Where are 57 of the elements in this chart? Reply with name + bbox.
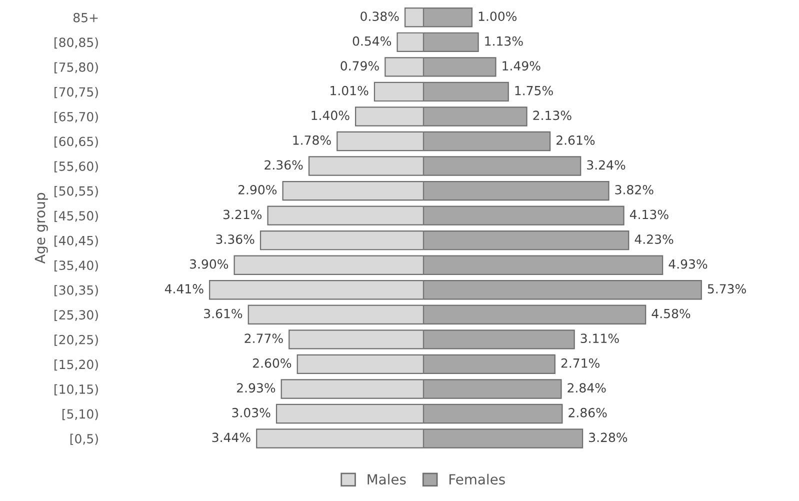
y-tick-label: [15,20) (54, 359, 98, 371)
data-label: 5.73% (708, 284, 746, 294)
data-label: 2.93% (237, 383, 276, 393)
y-tick-label: [55,60) (54, 161, 98, 172)
y-tick-label: [75,80) (54, 62, 98, 74)
y-tick-label: [70,75) (54, 86, 98, 98)
data-label: 4.13% (630, 210, 668, 220)
y-tick-label: [45,50) (54, 210, 98, 222)
data-label: 1.40% (312, 110, 350, 120)
data-label: 4.58% (652, 308, 690, 318)
data-label: 2.36% (264, 160, 303, 170)
data-label: 2.61% (556, 135, 595, 145)
y-tick-label: 85+ (73, 12, 98, 22)
legend-label: Males (368, 474, 406, 485)
legend-label: Females (450, 474, 505, 485)
data-label: 1.00% (478, 12, 517, 22)
data-label: 3.36% (216, 234, 254, 244)
data-label: 0.79% (340, 61, 379, 71)
data-label: 3.90% (190, 259, 228, 269)
data-label: 3.11% (580, 334, 619, 344)
data-label: 1.13% (485, 36, 523, 46)
data-label: 2.13% (533, 110, 572, 120)
data-label: 1.78% (293, 135, 331, 145)
y-tick-label: [30,35) (54, 285, 98, 296)
data-label: 1.75% (515, 86, 553, 96)
data-label: 3.44% (212, 432, 250, 442)
y-tick-label: [5,10) (62, 408, 98, 420)
data-label: 2.90% (238, 184, 277, 194)
y-tick-label: [80,85) (54, 37, 98, 49)
y-tick-label: [60,65) (54, 136, 98, 148)
y-tick-label: [20,25) (54, 334, 98, 346)
data-label: 4.93% (668, 259, 708, 269)
data-label: 1.01% (330, 86, 368, 96)
data-label: 3.82% (615, 184, 654, 194)
data-label: 3.61% (204, 308, 242, 318)
data-label: 4.41% (164, 284, 204, 294)
data-label: 0.38% (360, 12, 399, 22)
y-tick-label: [10,15) (54, 384, 98, 396)
data-label: 3.21% (223, 210, 262, 220)
data-label: 2.86% (568, 408, 607, 418)
data-label: 2.71% (561, 358, 600, 368)
data-label: 0.54% (352, 36, 392, 46)
y-tick-label: [50,55) (54, 186, 98, 198)
data-label: 1.49% (502, 61, 540, 71)
data-label: 2.77% (244, 334, 283, 344)
data-label: 4.23% (634, 234, 674, 244)
y-tick-label: [65,70) (54, 112, 98, 123)
data-label: 3.24% (587, 160, 626, 170)
data-label: 3.28% (589, 432, 628, 442)
y-tick-label: [40,45) (54, 236, 98, 247)
y-tick-label: [35,40) (54, 260, 98, 272)
data-label: 3.03% (232, 408, 270, 418)
y-axis-title: Age group (34, 192, 48, 264)
data-label: 2.60% (253, 358, 292, 368)
y-tick-label: [25,30) (54, 310, 98, 322)
y-tick-label: [0,5) (70, 434, 98, 445)
data-label: 2.84% (568, 383, 606, 393)
